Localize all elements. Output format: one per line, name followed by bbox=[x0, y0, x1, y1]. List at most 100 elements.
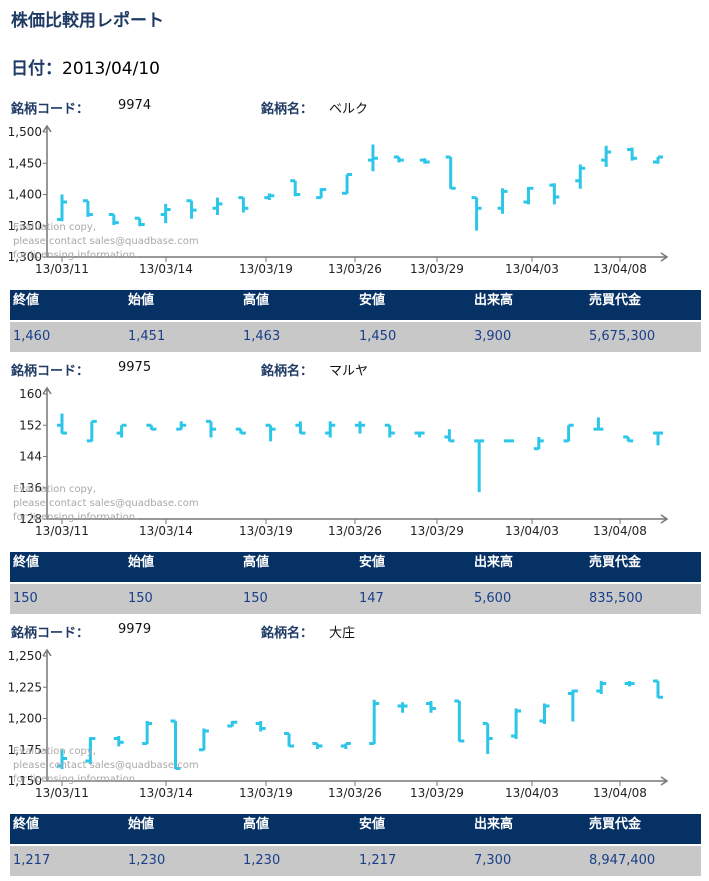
value-turnover: 5,675,300 bbox=[589, 329, 656, 344]
header-close: 終値 bbox=[13, 293, 40, 308]
watermark-line: Evaluation copy, bbox=[13, 746, 96, 757]
header-open: 始値 bbox=[128, 293, 155, 308]
ohlc-bar bbox=[113, 736, 124, 747]
x-tick-label: 13/03/29 bbox=[410, 786, 464, 800]
header-turnover: 売買代金 bbox=[589, 293, 642, 308]
x-tick-label: 13/04/08 bbox=[593, 524, 647, 538]
ohlc-bar bbox=[593, 417, 604, 431]
x-tick-label: 13/03/11 bbox=[35, 262, 89, 276]
value-close: 150 bbox=[13, 591, 38, 606]
ohlc-bar bbox=[482, 722, 493, 754]
code-label: 銘柄コード： bbox=[11, 364, 90, 379]
stock-section-2: 銘柄コード： 9975 銘柄名： マルヤ 128 136 144 152 160 13/0… bbox=[0, 360, 709, 622]
x-tick-label: 13/04/08 bbox=[593, 262, 647, 276]
ohlc-bar bbox=[108, 213, 119, 225]
ohlc-bar bbox=[454, 699, 465, 743]
header-volume: 出来高 bbox=[474, 555, 514, 570]
name-label: 銘柄名： bbox=[261, 364, 314, 379]
y-tick-label: 1,300 bbox=[8, 250, 42, 264]
table-row: 150 150 150 147 5,600 835,500 bbox=[10, 584, 701, 614]
ohlc-bar bbox=[57, 413, 67, 435]
ohlc-bar bbox=[116, 423, 127, 438]
ohlc-bar bbox=[549, 183, 560, 205]
ohlc-bar bbox=[624, 681, 635, 687]
ohlc-bar bbox=[85, 737, 96, 764]
x-axis-arrow bbox=[660, 514, 669, 524]
stock-info: 銘柄コード： 9979 銘柄名： 大庄 bbox=[11, 622, 701, 642]
ohlc-bar bbox=[325, 421, 336, 438]
ohlc-bar bbox=[265, 423, 276, 442]
value-high: 150 bbox=[243, 591, 268, 606]
value-open: 150 bbox=[128, 591, 153, 606]
ohlc-bar bbox=[623, 435, 634, 443]
table-header-row: 終値 始値 高値 安値 出来高 売買代金 bbox=[10, 290, 701, 320]
ohlc-chart-svg: 128 136 144 152 160 13/03/11 13/03/14 13/03/19 1… bbox=[13, 386, 669, 538]
value-volume: 3,900 bbox=[474, 329, 512, 344]
watermark-line: please contact sales@quadbase.com bbox=[13, 760, 199, 771]
ohlc-bar bbox=[563, 423, 574, 443]
ohlc-bar bbox=[86, 419, 97, 443]
y-tick-label: 144 bbox=[19, 450, 42, 464]
x-tick-label: 13/03/26 bbox=[328, 262, 382, 276]
value-high: 1,463 bbox=[243, 329, 281, 344]
report-date: 日付：2013/04/10 bbox=[11, 54, 160, 79]
table-header-row: 終値 始値 高値 安値 出来高 売買代金 bbox=[10, 552, 701, 582]
ohlc-bar bbox=[497, 188, 508, 214]
ohlc-bar bbox=[511, 708, 522, 739]
ohlc-bar bbox=[212, 197, 223, 215]
ohlc-bar bbox=[474, 439, 485, 493]
value-open: 1,230 bbox=[128, 853, 166, 868]
ohlc-bar bbox=[601, 145, 612, 167]
value-low: 1,450 bbox=[359, 329, 397, 344]
ohlc-bar bbox=[533, 436, 544, 451]
value-volume: 7,300 bbox=[474, 853, 512, 868]
y-axis-arrow bbox=[42, 124, 52, 133]
y-tick-label: 1,400 bbox=[8, 188, 42, 202]
ohlc-bar bbox=[284, 732, 295, 748]
ohlc-bar bbox=[397, 702, 408, 713]
x-tick-label: 13/03/19 bbox=[239, 786, 293, 800]
ohlc-bar bbox=[238, 196, 249, 213]
value-close: 1,217 bbox=[13, 853, 51, 868]
value-close: 1,460 bbox=[13, 329, 51, 344]
x-tick-label: 13/04/03 bbox=[505, 524, 559, 538]
ohlc-bar bbox=[523, 186, 534, 205]
x-tick-label: 13/04/03 bbox=[505, 262, 559, 276]
ohlc-bar bbox=[316, 188, 327, 200]
header-open: 始値 bbox=[128, 817, 155, 832]
ohlc-bar bbox=[186, 199, 197, 219]
name-value: 大庄 bbox=[329, 626, 356, 641]
x-axis-arrow bbox=[660, 776, 669, 786]
x-tick-label: 13/03/29 bbox=[410, 262, 464, 276]
ohlc-bar bbox=[653, 155, 663, 164]
x-tick-label: 13/03/11 bbox=[35, 524, 89, 538]
ohlc-bar bbox=[227, 720, 238, 728]
code-label: 銘柄コード： bbox=[11, 626, 90, 641]
watermark-line: Evaluation copy, bbox=[13, 484, 96, 495]
ohlc-bar bbox=[653, 431, 663, 446]
y-tick-label: 1,150 bbox=[8, 774, 42, 788]
ohlc-bar bbox=[504, 439, 514, 443]
header-turnover: 売買代金 bbox=[589, 817, 642, 832]
price-chart: 1,300 1,350 1,400 1,450 1,500 13/03/11 13/03/1… bbox=[0, 116, 709, 290]
y-tick-label: 1,250 bbox=[8, 649, 42, 663]
y-tick-label: 1,200 bbox=[8, 712, 42, 726]
ohlc-chart-svg: 1,150 1,175 1,200 1,225 1,250 13/03/11 13/03/1… bbox=[8, 648, 669, 800]
y-tick-label: 1,225 bbox=[8, 680, 42, 694]
ohlc-bar bbox=[206, 419, 216, 438]
ohlc-bar bbox=[419, 158, 430, 164]
y-tick-label: 1,350 bbox=[8, 219, 42, 233]
ohlc-bar bbox=[384, 423, 395, 438]
ohlc-bar bbox=[471, 196, 482, 231]
ohlc-bar bbox=[176, 421, 187, 431]
ohlc-bar bbox=[342, 173, 353, 195]
header-high: 高値 bbox=[243, 555, 270, 570]
value-open: 1,451 bbox=[128, 329, 166, 344]
ohlc-bar bbox=[539, 703, 550, 724]
header-low: 安値 bbox=[359, 555, 386, 570]
ohlc-bar bbox=[653, 679, 663, 699]
x-tick-label: 13/04/08 bbox=[593, 786, 647, 800]
x-tick-label: 13/03/14 bbox=[139, 524, 193, 538]
code-label: 銘柄コード： bbox=[11, 102, 90, 117]
x-tick-label: 13/03/26 bbox=[328, 524, 382, 538]
